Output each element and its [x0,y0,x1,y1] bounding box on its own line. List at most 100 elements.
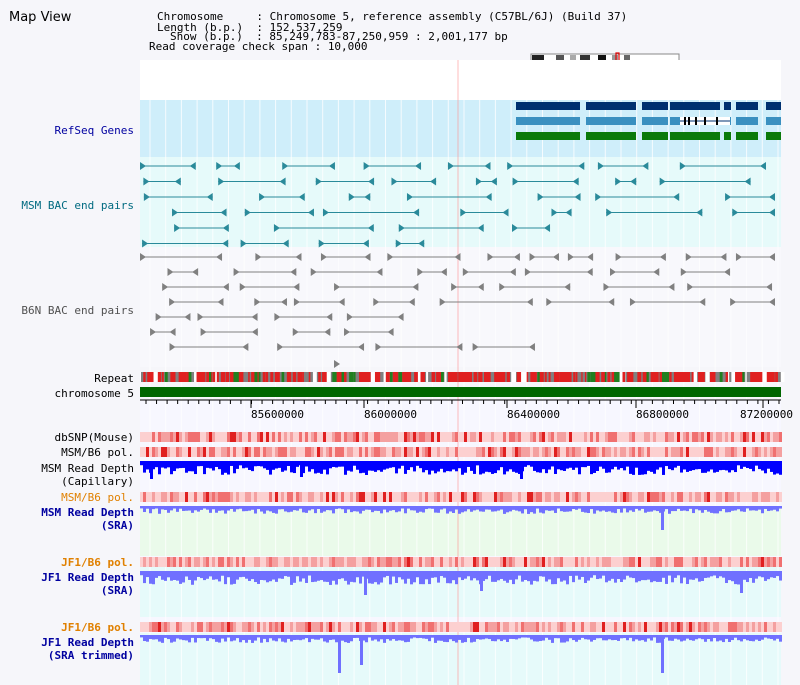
repeat-block [567,372,572,382]
heat-cell [224,447,227,457]
heat-cell [452,447,455,457]
heat-cell [251,447,254,457]
heat-cell [680,557,683,567]
heat-cell [722,622,725,632]
depth-bar [485,571,488,580]
heat-cell [395,447,398,457]
repeat-block [385,372,390,382]
depth-bar [140,461,143,466]
depth-bar [374,635,377,640]
depth-bar [455,506,458,510]
depth-bar [473,461,476,474]
depth-bar [611,506,614,513]
repeat-block [292,372,297,382]
bac-end-marker [524,268,531,276]
depth-bar [539,571,542,577]
depth-bar [152,461,155,470]
repeat-block [242,372,244,382]
heat-cell [473,622,476,632]
jf1-sra-depth-label[interactable]: JF1 Read Depth (SRA) [41,571,134,597]
depth-bar [563,461,566,471]
repeat-block [161,372,164,382]
repeat-block [196,372,202,382]
jf1-b6-pol-label-2[interactable]: JF1/B6 pol. [61,621,134,634]
heat-cell [770,492,773,502]
heat-cell [404,622,407,632]
jf1-b6-pol-label[interactable]: JF1/B6 pol. [61,556,134,569]
repeat-block [685,372,691,382]
depth-bar [494,571,497,582]
depth-bar [728,461,731,473]
depth-bar [431,635,434,638]
depth-bar [674,571,677,578]
heat-cell [308,557,311,567]
heat-cell [308,432,311,442]
heat-cell [656,447,659,457]
repeat-block [431,372,436,382]
depth-bar [611,571,614,579]
heat-cell [482,432,485,442]
heat-cell [767,622,770,632]
bac-end-marker [574,193,581,201]
gene-arrow [670,132,676,140]
heat-cell [617,492,620,502]
heat-cell [461,492,464,502]
heat-cell [467,557,470,567]
depth-bar [560,506,563,512]
dbsnp-label[interactable]: dbSNP(Mouse) [54,431,134,444]
repeat-block [254,372,261,382]
heat-cell [191,492,194,502]
heat-cell [491,447,494,457]
heat-cell [620,492,623,502]
depth-bar [497,571,500,581]
msm-b6-pol-label-2[interactable]: MSM/B6 pol. [61,491,134,504]
heat-cell [368,622,371,632]
depth-bar [278,506,281,510]
msm-bac-label[interactable]: MSM BAC end pairs [21,199,134,212]
heat-cell [404,492,407,502]
heat-cell [281,492,284,502]
heat-cell [422,432,425,442]
b6n-bac-label[interactable]: B6N BAC end pairs [21,304,134,317]
bac-end-marker [567,253,574,261]
bac-end-marker [759,162,766,170]
heat-cell [743,447,746,457]
heat-cell [356,432,359,442]
msm-b6-pol-label[interactable]: MSM/B6 pol. [61,446,134,459]
depth-bar [692,506,695,514]
refseq-genes-label[interactable]: RefSeq Genes [54,124,134,137]
heat-cell [746,492,749,502]
msm-sra-depth-label[interactable]: MSM Read Depth (SRA) [41,506,134,532]
repeat-block [151,372,155,382]
heat-cell [164,447,167,457]
depth-bar [248,506,251,511]
length-label: Length (b.p.) : [157,21,270,34]
heat-cell [512,622,515,632]
bac-end-marker [206,193,213,201]
heat-cell [578,492,581,502]
bac-end-marker [216,162,223,170]
heat-cell [236,432,239,442]
depth-bar [680,571,683,584]
heat-cell [590,447,593,457]
heat-cell [296,557,299,567]
repeat-block [745,372,747,382]
bac-end-marker [280,298,287,306]
msm-capillary-depth-label[interactable]: MSM Read Depth (Capillary) [41,462,134,488]
heat-cell [395,492,398,502]
heat-cell [365,557,368,567]
depth-bar [413,571,416,583]
heat-cell [716,557,719,567]
heat-cell [371,622,374,632]
heat-cell [533,432,536,442]
heat-cell [752,622,755,632]
depth-bar [263,571,266,581]
heat-cell [188,557,191,567]
bac-end-marker [668,283,675,291]
heat-cell [416,432,419,442]
depth-bar [467,461,470,467]
depth-spike [520,461,523,479]
depth-bar [635,571,638,583]
jf1-trimmed-depth-label[interactable]: JF1 Read Depth (SRA trimmed) [41,636,134,662]
depth-bar [545,461,548,474]
